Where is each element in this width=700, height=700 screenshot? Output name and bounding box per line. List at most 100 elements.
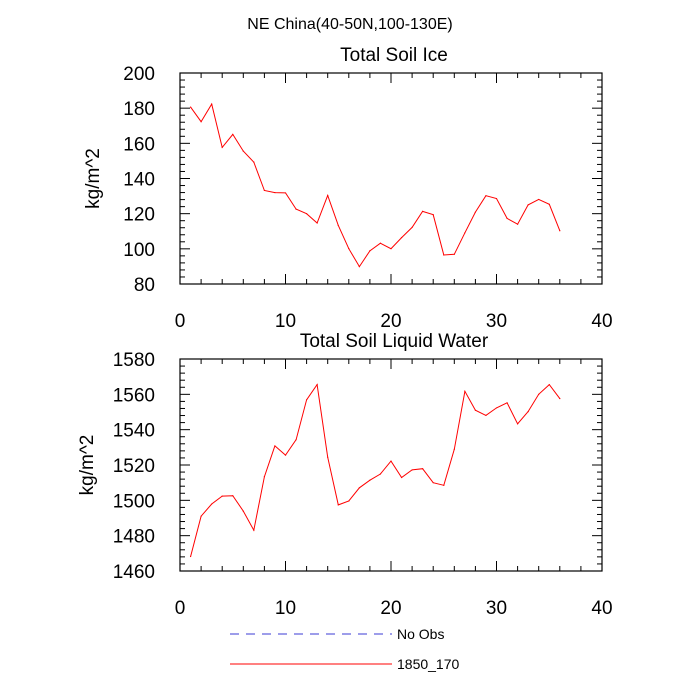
x-tick-label: 20 [380, 598, 401, 619]
x-tick-label: 30 [486, 598, 507, 619]
data-point [189, 106, 192, 108]
data-point [400, 476, 403, 479]
data-point [548, 203, 550, 205]
legend: No Obs 1850_170 [230, 626, 460, 672]
data-point [327, 456, 329, 458]
y-tick-label: 1580 [113, 350, 155, 371]
figure-suptitle: NE China(40-50N,100-130E) [247, 16, 452, 33]
plot-frame [179, 72, 603, 285]
data-point [422, 468, 424, 470]
y-tick-label: 1480 [113, 527, 155, 548]
x-tick-label: 40 [591, 311, 612, 332]
data-point [517, 423, 519, 425]
data-point [485, 414, 487, 416]
x-tick-label: 0 [175, 311, 186, 332]
data-point [348, 500, 350, 502]
data-point [453, 448, 455, 450]
data-point [432, 214, 434, 216]
data-point [453, 253, 455, 255]
data-point [400, 236, 403, 239]
data-point [200, 515, 202, 517]
data-point [327, 194, 329, 196]
x-tick-label: 10 [275, 311, 296, 332]
data-point [232, 495, 234, 497]
data-point [337, 504, 339, 506]
data-point [358, 265, 360, 268]
data-point [284, 192, 287, 194]
y-tick-label: 140 [123, 170, 155, 191]
data-point [369, 250, 371, 252]
data-point [474, 409, 476, 411]
x-tick-label: 0 [175, 598, 186, 619]
data-point [527, 411, 529, 413]
chart-title: Total Soil Ice [340, 45, 448, 66]
data-point [306, 399, 308, 401]
data-point [559, 230, 561, 232]
data-point [316, 384, 318, 386]
y-tick-label: 100 [123, 240, 155, 261]
y-axis-label: kg/m^2 [77, 435, 98, 496]
y-tick-label: 1520 [113, 456, 155, 477]
data-point [411, 469, 413, 471]
data-point [464, 232, 466, 234]
data-point [316, 222, 318, 224]
y-tick-label: 200 [123, 64, 155, 85]
data-point [189, 555, 192, 558]
y-tick-label: 1540 [113, 421, 155, 442]
data-point [495, 197, 498, 200]
data-point [211, 103, 213, 105]
data-point [295, 208, 297, 210]
data-point [263, 476, 265, 478]
data-point [379, 242, 382, 244]
data-point [200, 121, 202, 123]
data-point [242, 150, 244, 152]
y-tick-label: 160 [123, 134, 155, 155]
legend-label-1850-170: 1850_170 [397, 656, 460, 672]
data-point [390, 248, 392, 250]
data-point [358, 487, 360, 489]
data-point [369, 479, 371, 481]
series-line-1850_170 [190, 383, 561, 557]
series-line-1850_170 [190, 102, 561, 268]
data-point [253, 161, 255, 163]
x-tick-label: 20 [380, 311, 401, 332]
data-point [495, 407, 498, 409]
data-point [422, 210, 424, 212]
data-point [517, 223, 519, 225]
data-point [232, 133, 234, 135]
data-point [506, 402, 508, 404]
data-point [411, 226, 413, 228]
data-point [538, 393, 540, 395]
data-point [548, 384, 550, 386]
data-point [443, 484, 445, 486]
y-tick-label: 180 [123, 99, 155, 120]
panel-total-soil-liquid-water: Total Soil Liquid Water 0 10 20 30 40 1460 1480… [77, 331, 613, 619]
data-point [295, 439, 297, 441]
y-tick-label: 1460 [113, 562, 155, 583]
x-tick-label: 30 [486, 311, 507, 332]
y-tick-label: 1500 [113, 491, 155, 512]
data-point [348, 248, 350, 250]
data-point [464, 390, 466, 392]
data-point [538, 198, 540, 201]
plot-frame [179, 358, 603, 572]
y-axis-label: kg/m^2 [83, 148, 104, 209]
data-point [443, 254, 445, 256]
data-point [337, 224, 339, 227]
x-tick-label: 40 [591, 598, 612, 619]
data-point [274, 191, 276, 194]
data-point [263, 189, 265, 192]
chart-title: Total Soil Liquid Water [300, 331, 489, 352]
data-point [221, 146, 223, 148]
data-point [506, 217, 508, 220]
data-point [242, 510, 244, 512]
data-point [211, 503, 213, 505]
data-point [221, 495, 223, 497]
data-point [253, 529, 255, 531]
data-point [379, 473, 382, 475]
data-point [274, 445, 276, 447]
legend-label-no-obs: No Obs [397, 626, 444, 642]
data-point [559, 397, 561, 400]
data-point [527, 204, 529, 206]
